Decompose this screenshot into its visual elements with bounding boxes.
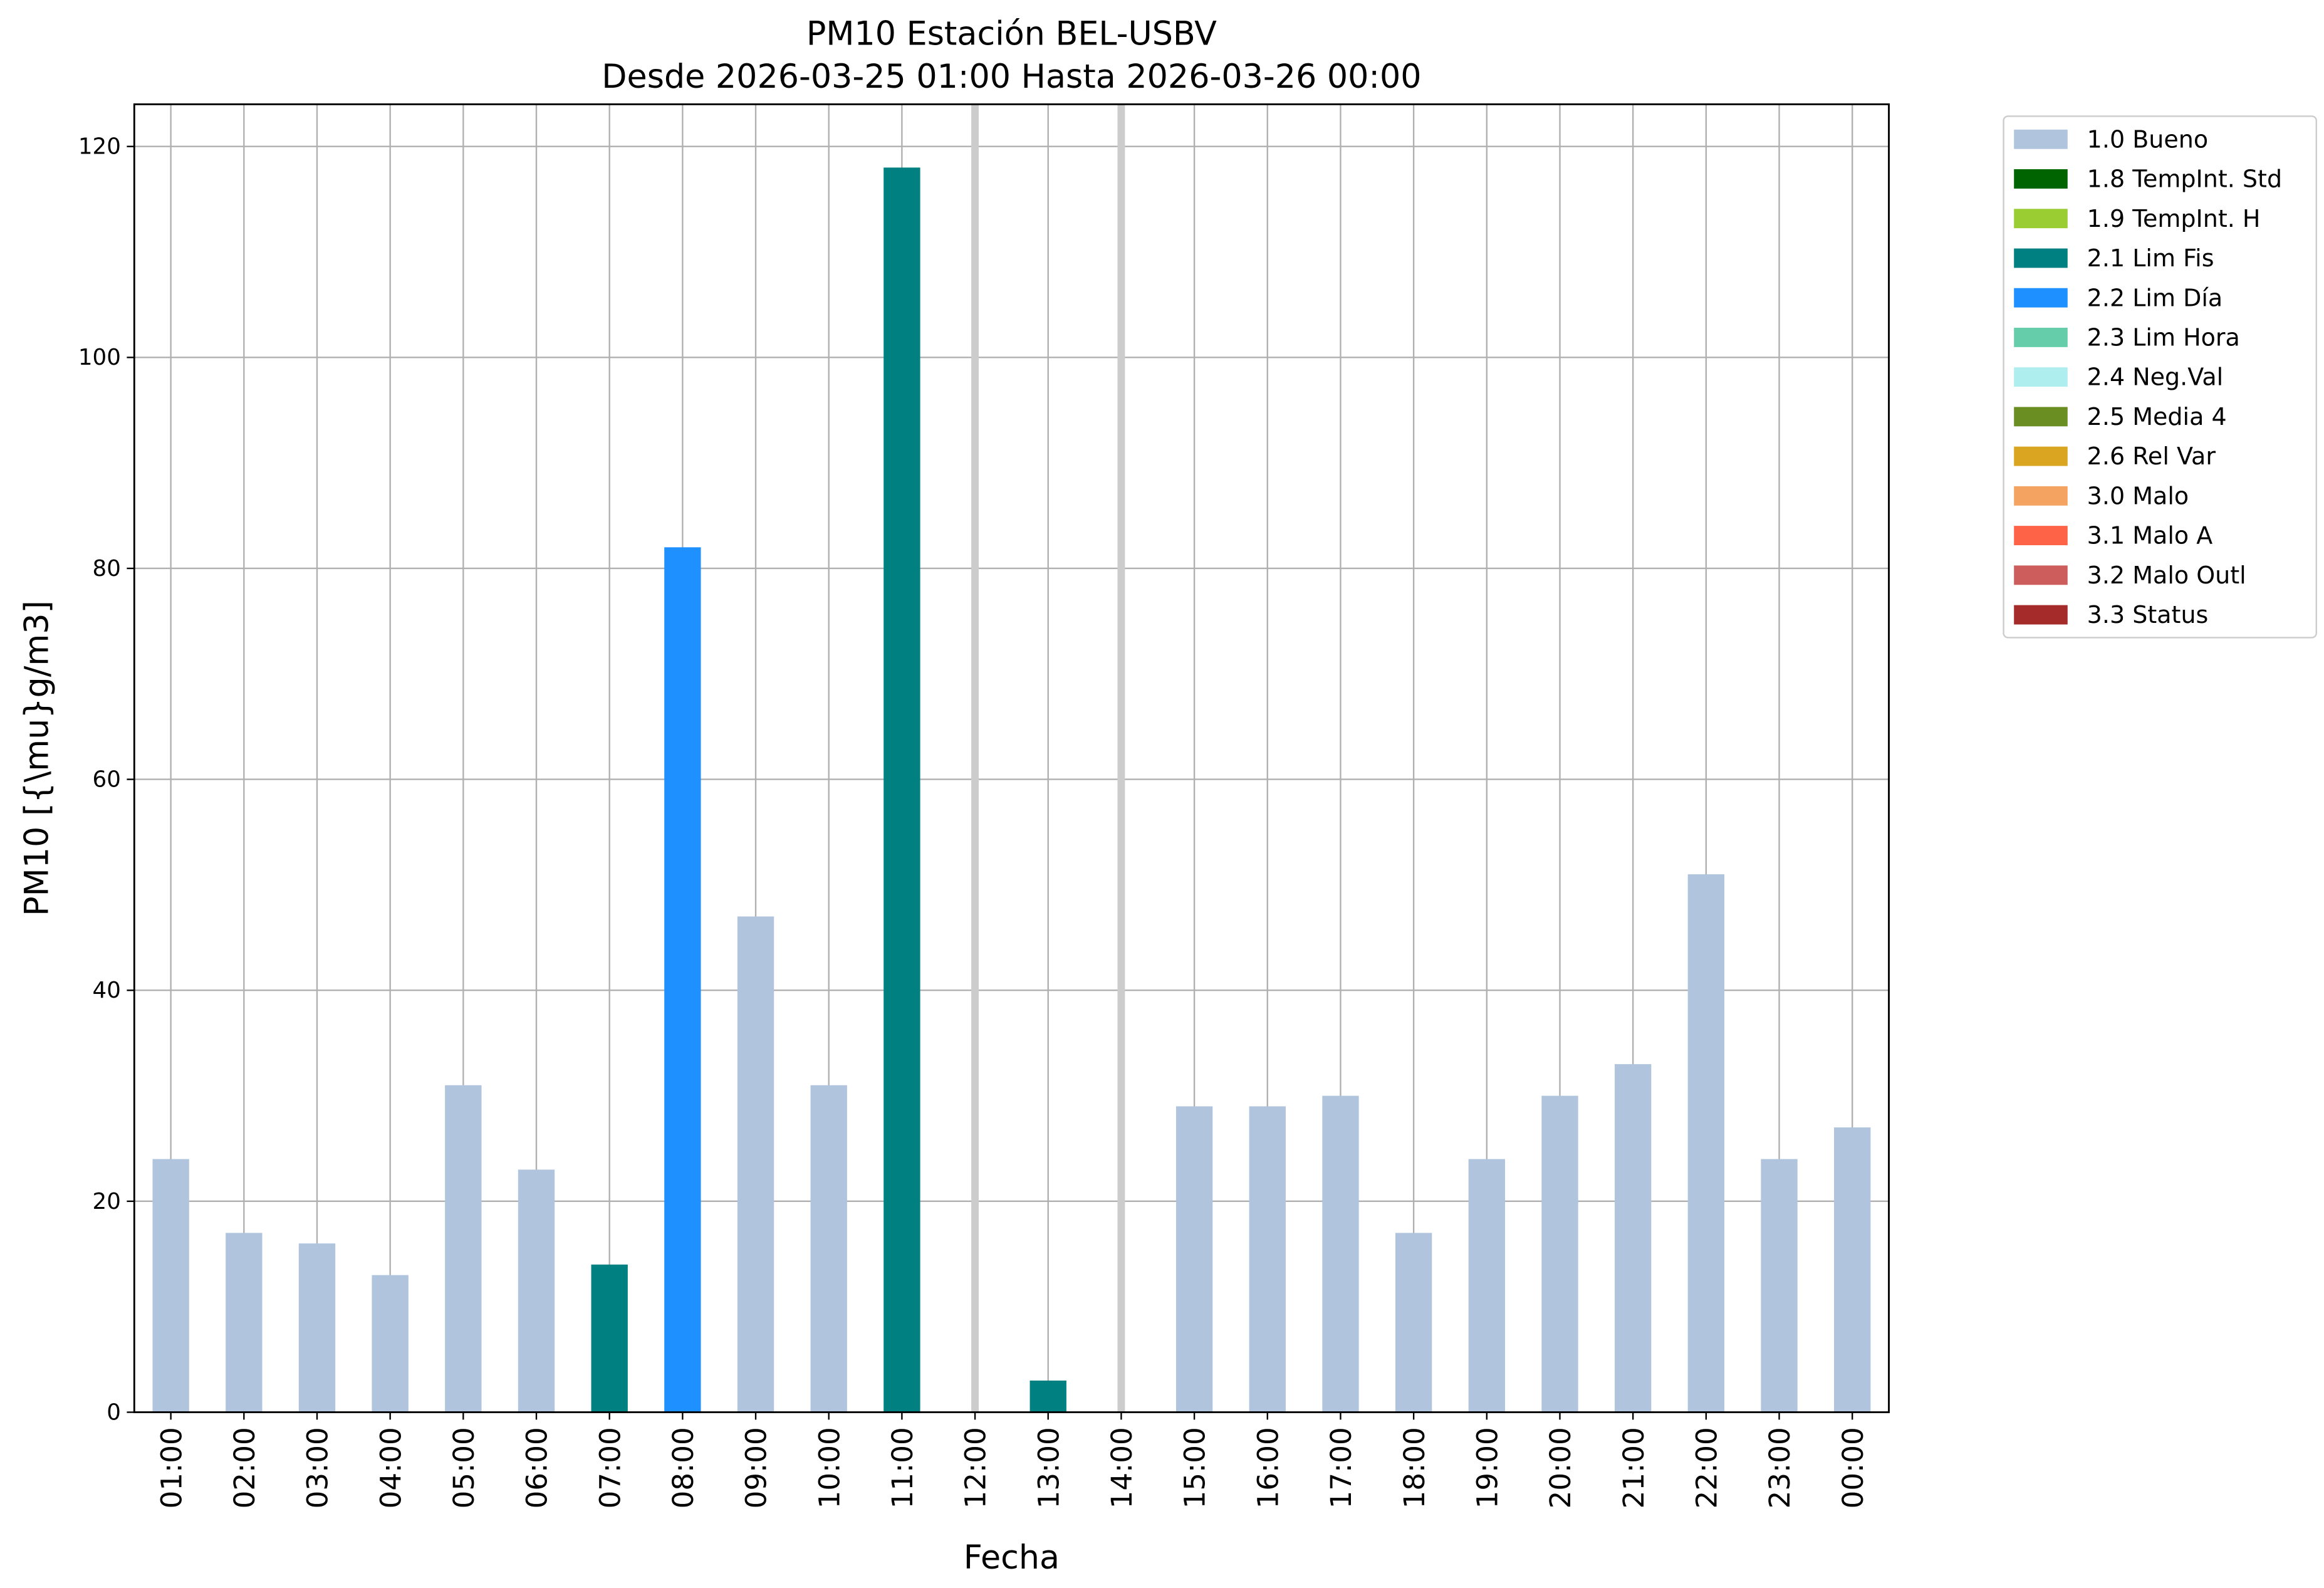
x-tick-label: 11:00 [886,1427,919,1508]
legend-swatch [2014,486,2068,506]
bar [445,1085,482,1413]
legend-swatch [2014,248,2068,268]
legend-swatch [2014,169,2068,189]
x-tick-label: 23:00 [1763,1427,1796,1508]
x-tick-label: 12:00 [959,1427,993,1508]
y-tick-label: 120 [78,134,121,160]
bar [518,1169,555,1413]
legend-swatch [2014,129,2068,149]
bar [1029,1381,1066,1413]
legend-label: 2.1 Lim Fis [2087,244,2214,272]
bar [1322,1095,1359,1413]
legend-swatch [2014,407,2068,427]
bar [152,1159,189,1413]
x-tick-label: 01:00 [155,1427,188,1508]
legend: 1.0 Bueno 1.8 TempInt. Std 1.9 TempInt. H 2… [2003,115,2317,639]
y-tick-label: 60 [93,766,121,792]
x-tick-label: 02:00 [228,1427,261,1508]
legend-swatch [2014,367,2068,387]
legend-swatch [2014,209,2068,229]
x-tick-label: 18:00 [1398,1427,1431,1508]
bar [1468,1159,1505,1413]
bar [372,1275,409,1413]
x-tick-label: 21:00 [1617,1427,1650,1508]
x-tick-label: 20:00 [1544,1427,1577,1508]
legend-swatch [2014,565,2068,585]
x-tick-label: 06:00 [521,1427,554,1508]
chart-subtitle: Desde 2026-03-25 01:00 Hasta 2026-03-26 … [602,58,1421,96]
legend-label: 2.3 Lim Hora [2087,323,2240,351]
bar [1834,1127,1871,1413]
legend-label: 1.0 Bueno [2087,125,2208,153]
legend-label: 2.2 Lim Día [2087,284,2223,311]
legend-label: 3.1 Malo A [2087,522,2213,550]
legend-label: 2.5 Media 4 [2087,403,2227,431]
legend-swatch [2014,327,2068,347]
x-tick-label: 14:00 [1105,1427,1139,1508]
legend-swatch [2014,526,2068,546]
x-tick-label: 16:00 [1251,1427,1284,1508]
x-axis-label: Fecha [964,1538,1060,1577]
bar [1395,1233,1432,1413]
y-tick-label: 40 [93,978,121,1003]
bar [1541,1095,1578,1413]
x-tick-label: 05:00 [447,1427,481,1508]
legend-label: 1.8 TempInt. Std [2087,165,2282,193]
x-tick-label: 04:00 [374,1427,407,1508]
bar [591,1264,628,1413]
bar [1614,1064,1652,1413]
x-tick-label: 07:00 [593,1427,627,1508]
plot-frame [133,103,1890,1413]
legend-label: 2.6 Rel Var [2087,442,2216,470]
bar [1761,1159,1798,1413]
bar [810,1085,847,1413]
legend-swatch [2014,288,2068,308]
x-tick-label: 22:00 [1690,1427,1723,1508]
x-tick-label: 03:00 [301,1427,335,1508]
legend-swatch [2014,446,2068,466]
y-axis-label: PM10 [{\mu}g/m3] [18,600,56,916]
bar [298,1243,336,1413]
x-tick-label: 08:00 [667,1427,700,1508]
x-tick-label: 17:00 [1325,1427,1358,1508]
chart-title: PM10 Estación BEL-USBV [806,14,1217,53]
legend-swatch [2014,605,2068,625]
x-tick-label: 09:00 [740,1427,773,1508]
x-tick-label: 15:00 [1179,1427,1212,1508]
bar [883,167,920,1413]
legend-label: 2.4 Neg.Val [2087,363,2224,391]
axes: 0 20 40 60 80 100 120 01:00 02:00 03:00 04:00 05:00… [78,103,1890,1508]
x-tick-label: 10:00 [813,1427,846,1508]
legend-label: 3.0 Malo [2087,482,2189,509]
y-tick-label: 20 [93,1189,121,1215]
y-tick-label: 100 [78,345,121,370]
legend-label: 1.9 TempInt. H [2087,205,2261,232]
legend-label: 3.2 Malo Outl [2087,562,2246,589]
legend-label: 3.3 Status [2087,601,2209,629]
bars [152,167,1871,1413]
bar [226,1233,263,1413]
legend-box [2003,115,2317,639]
x-tick-label: 13:00 [1032,1427,1065,1508]
y-tick-label: 80 [93,556,121,582]
bar [1175,1106,1213,1413]
x-tick-label: 00:00 [1837,1427,1870,1508]
bar [664,547,701,1413]
y-tick-label: 0 [107,1399,121,1425]
bar [737,916,774,1413]
bar [1249,1106,1286,1413]
x-tick-label: 19:00 [1471,1427,1504,1508]
bar [1687,874,1725,1413]
